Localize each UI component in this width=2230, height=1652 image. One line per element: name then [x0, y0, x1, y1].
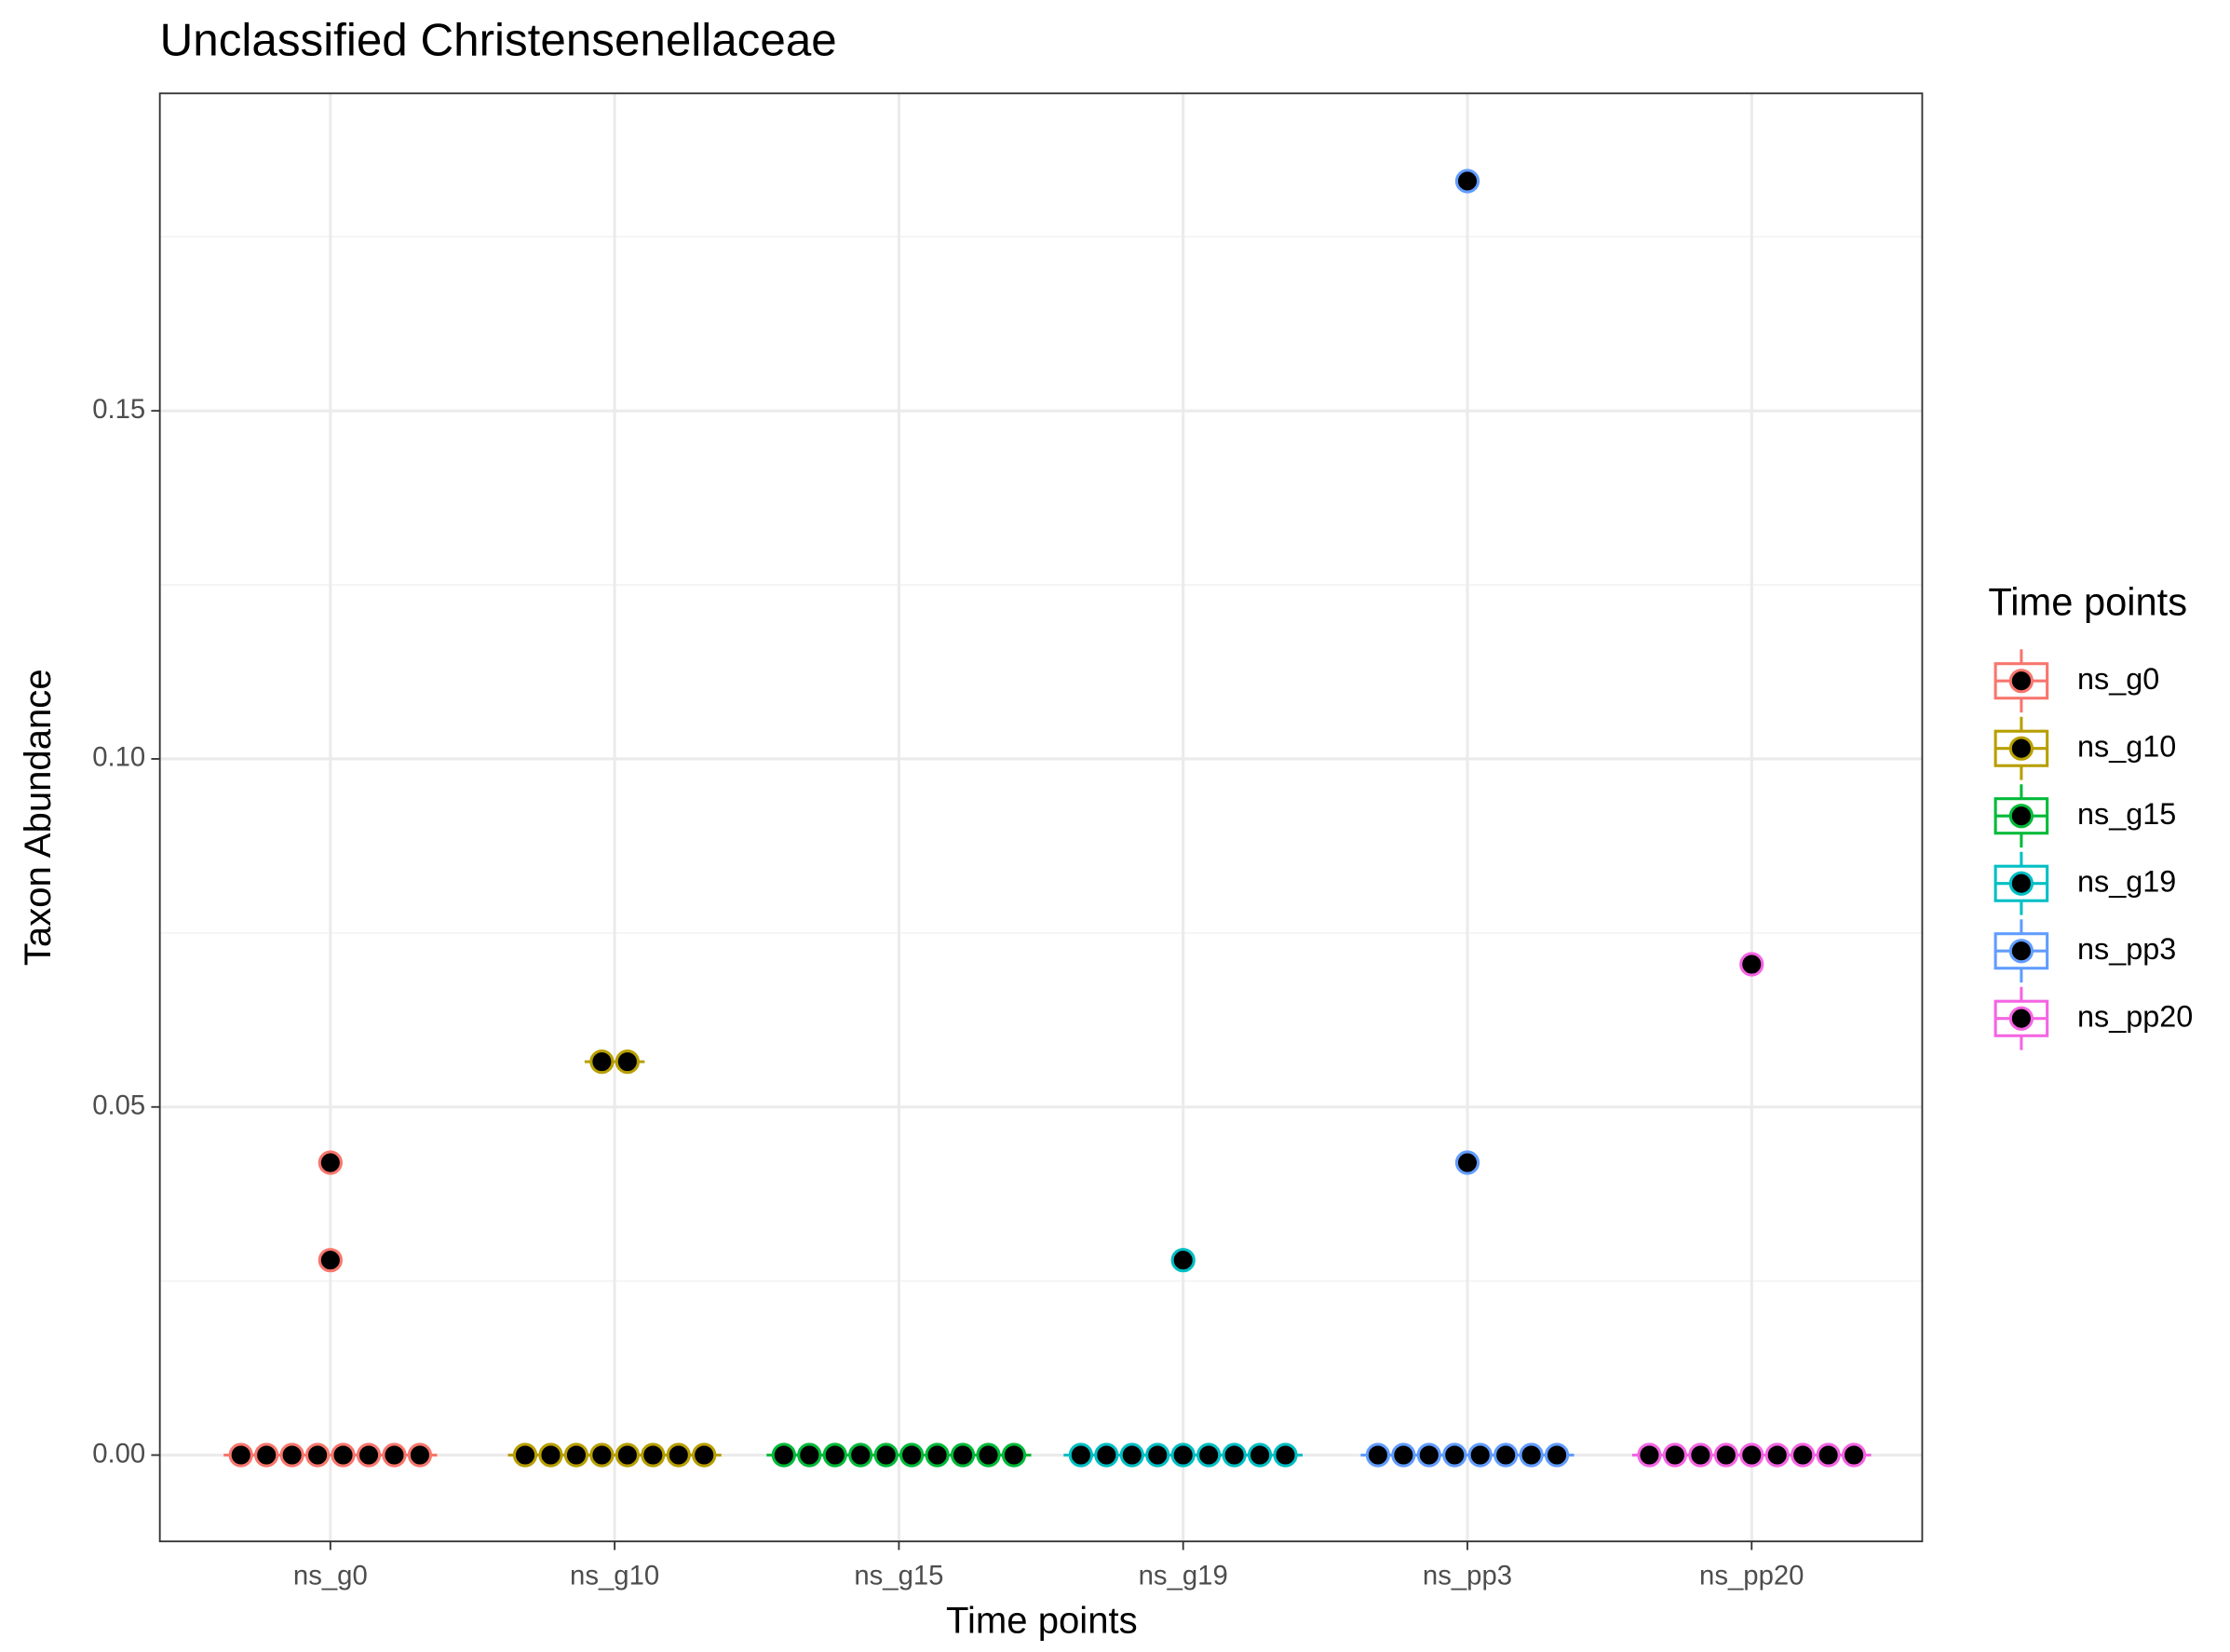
y-tick-label: 0.15: [92, 394, 145, 425]
dot: [304, 1442, 331, 1468]
dot: [1145, 1442, 1170, 1468]
dot: [950, 1442, 976, 1468]
dot: [1713, 1442, 1738, 1468]
dot: [1662, 1442, 1688, 1468]
dot: [1764, 1442, 1790, 1468]
y-tick-label: 0.00: [92, 1438, 145, 1469]
dot: [1170, 1442, 1196, 1468]
legend-label: ns_g10: [2077, 729, 2176, 763]
legend-label: ns_g19: [2077, 864, 2176, 898]
legend-label: ns_pp3: [2077, 932, 2176, 966]
dot: [1119, 1442, 1144, 1468]
x-tick-label: ns_g19: [1139, 1561, 1228, 1591]
dot: [1273, 1442, 1298, 1468]
dot: [1791, 1442, 1816, 1468]
legend-dot: [2008, 669, 2034, 694]
chart-title: Unclassified Christensenellaceae: [160, 14, 837, 65]
dot: [1222, 1442, 1247, 1468]
legend-label: ns_g15: [2077, 797, 2176, 831]
x-axis-label: Time points: [946, 1601, 1138, 1642]
x-tick-label: ns_g10: [570, 1561, 659, 1591]
dot: [407, 1442, 433, 1468]
y-tick-label: 0.10: [92, 742, 145, 773]
dot: [1416, 1442, 1441, 1468]
legend-dot: [2008, 871, 2034, 896]
dot: [279, 1442, 304, 1468]
dot: [254, 1442, 279, 1468]
dot: [797, 1442, 822, 1468]
dot: [382, 1442, 407, 1468]
dot: [822, 1442, 847, 1468]
dot: [563, 1442, 589, 1468]
legend-dot: [2008, 736, 2034, 761]
dot: [1391, 1442, 1416, 1468]
dot: [1247, 1442, 1273, 1468]
dot: [1001, 1442, 1027, 1468]
dot: [1493, 1442, 1519, 1468]
dot: [228, 1442, 253, 1468]
dot: [589, 1442, 615, 1468]
plot-border: [158, 92, 1924, 1543]
dot: [512, 1442, 538, 1468]
x-tick-label: ns_pp20: [1699, 1561, 1804, 1591]
y-tick-label: 0.05: [92, 1090, 145, 1120]
dot: [1365, 1442, 1390, 1468]
dot: [1467, 1442, 1493, 1468]
dot: [1739, 1442, 1764, 1468]
dot: [899, 1442, 925, 1468]
dot: [615, 1442, 640, 1468]
dot: [589, 1049, 615, 1075]
dot: [1688, 1442, 1713, 1468]
dot: [538, 1442, 563, 1468]
dot: [1068, 1442, 1093, 1468]
dot: [1196, 1442, 1222, 1468]
dot: [1442, 1442, 1467, 1468]
dot: [1816, 1442, 1841, 1468]
legend-dot: [2008, 804, 2034, 829]
legend-dot: [2008, 939, 2034, 964]
x-tick-label: ns_pp3: [1423, 1561, 1512, 1591]
dot: [1454, 1150, 1480, 1175]
dot: [1739, 952, 1764, 977]
y-axis-label: Taxon Abundance: [18, 669, 59, 966]
dot: [1637, 1442, 1662, 1468]
legend-dot: [2008, 1006, 2034, 1031]
x-tick-label: ns_g0: [293, 1561, 368, 1591]
dot: [318, 1248, 343, 1273]
dot: [976, 1442, 1001, 1468]
dot: [848, 1442, 873, 1468]
dot: [692, 1442, 717, 1468]
x-tick-label: ns_g15: [854, 1561, 943, 1591]
dot: [1841, 1442, 1867, 1468]
dot: [1519, 1442, 1544, 1468]
dot: [356, 1442, 382, 1468]
legend-label: ns_pp20: [2077, 999, 2193, 1033]
dot: [666, 1442, 691, 1468]
dot: [1170, 1248, 1196, 1273]
dot: [1544, 1442, 1570, 1468]
dot: [873, 1442, 899, 1468]
dot: [1454, 169, 1480, 194]
dot: [641, 1442, 666, 1468]
dot: [925, 1442, 950, 1468]
legend-title: Time points: [1988, 579, 2187, 623]
dot: [1094, 1442, 1119, 1468]
dot: [615, 1049, 640, 1075]
dot: [318, 1150, 343, 1175]
dot: [331, 1442, 356, 1468]
dot: [771, 1442, 796, 1468]
legend-label: ns_g0: [2077, 662, 2159, 696]
